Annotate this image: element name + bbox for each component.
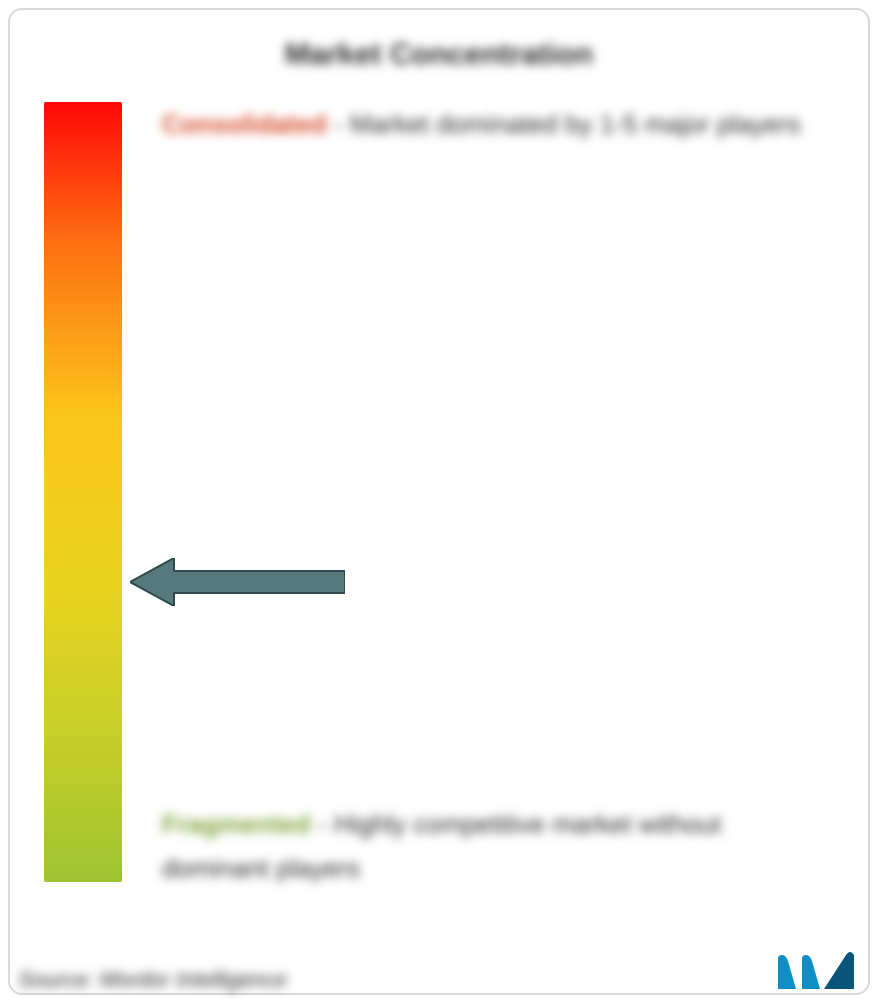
indicator-arrow: [130, 558, 345, 606]
chart-title: Market Concentration: [44, 38, 834, 72]
fragmented-bold: Fragmented: [162, 809, 311, 839]
gradient-bar: [44, 102, 122, 882]
source-text: Source: Mordor Intelligence: [18, 967, 287, 993]
footer: Source: Mordor Intelligence: [18, 949, 860, 993]
consolidated-bold: Consolidated: [162, 109, 327, 139]
content-row: Consolidated - Market dominated by 1-5 m…: [44, 102, 834, 882]
logo-icon: [774, 949, 860, 993]
consolidated-label: Consolidated - Market dominated by 1-5 m…: [162, 102, 824, 146]
gradient-bar-wrap: [44, 102, 122, 882]
fragmented-label: Fragmented - Highly competitive market w…: [162, 802, 824, 890]
arrow-icon: [130, 558, 345, 606]
card-frame: Market Concentration Consolidated - Mark…: [8, 8, 870, 995]
consolidated-desc: - Market dominated by 1-5 major players: [334, 109, 801, 139]
brand-logo: [774, 949, 860, 993]
labels-column: Consolidated - Market dominated by 1-5 m…: [122, 102, 834, 882]
